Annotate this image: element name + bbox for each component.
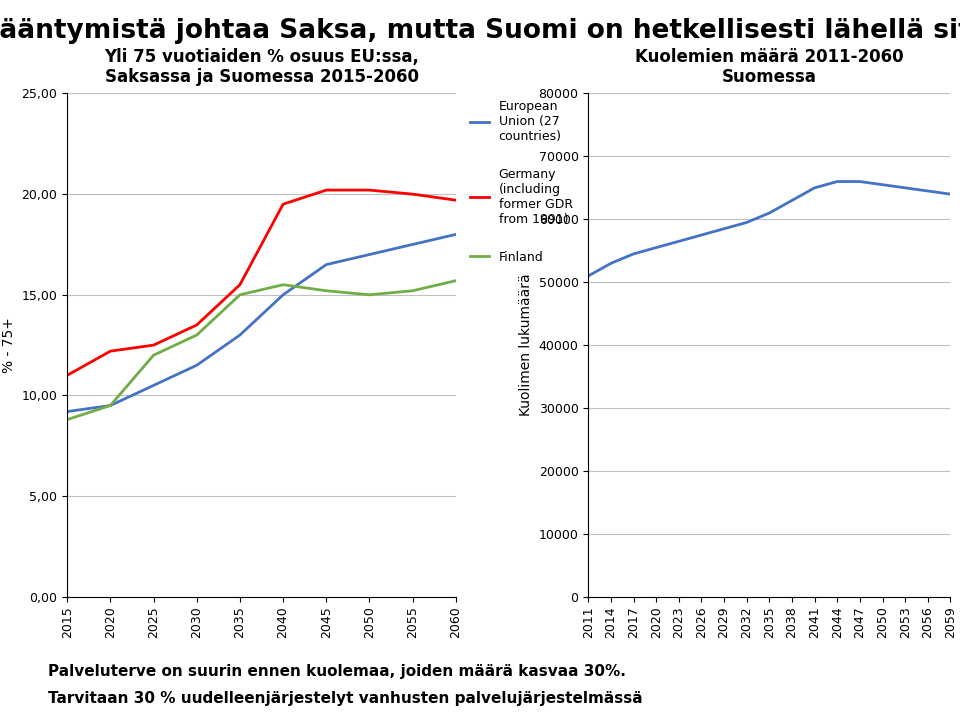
Text: Ikääntymistä johtaa Saksa, mutta Suomi on hetkellisesti lähellä sitä: Ikääntymistä johtaa Saksa, mutta Suomi o… [0, 18, 960, 44]
Text: Palveluterve on suurin ennen kuolemaa, joiden määrä kasvaa 30%.: Palveluterve on suurin ennen kuolemaa, j… [48, 664, 626, 679]
Title: Yli 75 vuotiaiden % osuus EU:ssa,
Saksassa ja Suomessa 2015-2060: Yli 75 vuotiaiden % osuus EU:ssa, Saksas… [104, 47, 419, 86]
Text: Tarvitaan 30 % uudelleenjärjestelyt vanhusten palvelujärjestelmässä: Tarvitaan 30 % uudelleenjärjestelyt vanh… [48, 691, 642, 706]
Y-axis label: % - 75+: % - 75+ [2, 317, 16, 373]
Y-axis label: Kuolimen lukumäärä: Kuolimen lukumäärä [519, 274, 533, 416]
Legend: European
Union (27
countries), Germany
(including
former GDR
from 1991), Finland: European Union (27 countries), Germany (… [469, 100, 573, 264]
Title: Kuolemien määrä 2011-2060
Suomessa: Kuolemien määrä 2011-2060 Suomessa [635, 47, 903, 86]
